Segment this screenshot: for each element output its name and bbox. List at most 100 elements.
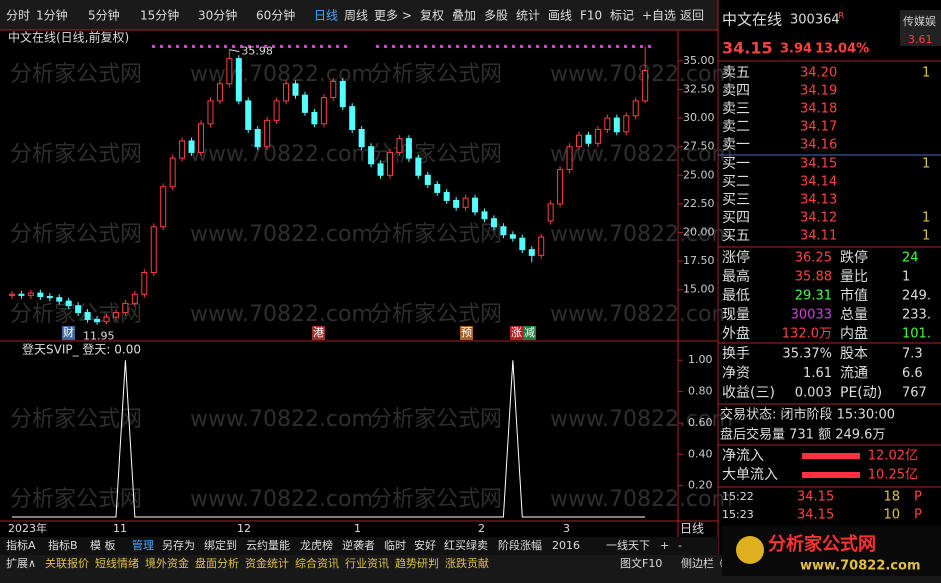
tab[interactable]: 龙虎榜	[300, 538, 333, 552]
tab[interactable]: 短线情绪	[95, 556, 139, 570]
candle-body	[75, 305, 82, 314]
stat-label: 收益(三)	[722, 385, 775, 401]
event-tag[interactable]: 涨	[511, 326, 522, 339]
y-tick-label: 20.00	[683, 225, 715, 238]
watermark-url: www.70822.com	[550, 487, 733, 512]
tab[interactable]: 管理	[132, 538, 154, 552]
signal-dot	[488, 45, 491, 48]
toolbar-button[interactable]: +自选	[642, 9, 676, 23]
tab[interactable]: 指标B	[48, 538, 78, 552]
candle-body	[46, 296, 53, 299]
tab[interactable]: 临时	[384, 538, 406, 552]
toolbar-button[interactable]: 1分钟	[36, 8, 68, 23]
event-tag[interactable]: 港	[313, 326, 324, 339]
candle-body	[273, 100, 280, 121]
toolbar-button[interactable]: 5分钟	[88, 8, 120, 23]
toolbar-button[interactable]: 返回	[680, 9, 704, 23]
tab[interactable]: 一线天下	[606, 538, 650, 552]
toolbar-button[interactable]: 更多 >	[374, 9, 412, 23]
tab[interactable]: 安好	[414, 538, 436, 552]
flow-value: 12.02亿	[868, 449, 918, 464]
tab[interactable]: 综合资讯	[295, 556, 339, 570]
toolbar-button[interactable]: 多股	[484, 9, 508, 23]
price: 34.15	[722, 39, 773, 58]
signal-dot	[592, 45, 595, 48]
signal-dot	[192, 45, 195, 48]
watermark: 分析家公式网	[10, 407, 142, 432]
candle-body	[528, 249, 535, 256]
toolbar-button[interactable]: 日线	[314, 9, 338, 23]
candle-body	[424, 174, 431, 185]
tab[interactable]: 逆袭者	[342, 538, 375, 552]
stat-label: 内盘	[840, 325, 868, 342]
trade-flag: P	[914, 490, 922, 505]
signal-dot	[344, 45, 347, 48]
candle-body	[434, 183, 441, 193]
ob-label: 卖二	[722, 119, 750, 135]
candle-body	[235, 58, 242, 102]
tab[interactable]: 图文F10	[620, 556, 662, 570]
toolbar-button[interactable]: 分时	[6, 9, 30, 23]
ob-volume: 1	[922, 157, 930, 172]
stat-value: 0.003	[795, 386, 832, 401]
tab[interactable]: 关联报价	[45, 556, 89, 570]
signal-dot	[400, 45, 403, 48]
y-tick-label: 32.50	[683, 82, 715, 95]
ob-price: 34.11	[800, 229, 837, 244]
toolbar-button[interactable]: 画线	[548, 9, 572, 23]
candle-body	[509, 234, 516, 239]
tab[interactable]: 2016	[552, 539, 580, 552]
tab[interactable]: 境外资金	[145, 556, 189, 570]
tab[interactable]: 涨跌贡献	[445, 556, 489, 570]
event-tag[interactable]: 财	[63, 325, 74, 339]
toolbar-button[interactable]: 复权	[420, 9, 444, 23]
candle-body	[557, 169, 564, 205]
toolbar-button[interactable]: 叠加	[452, 9, 476, 23]
toolbar-button[interactable]: 15分钟	[140, 8, 179, 23]
candle-body	[490, 218, 497, 228]
toolbar-button[interactable]: 60分钟	[256, 8, 295, 23]
stat-value: 35.88	[795, 270, 832, 285]
toolbar-button[interactable]: 标记	[610, 9, 634, 23]
tab[interactable]: 红买绿卖	[444, 538, 488, 552]
y-tick-label: 1.00	[688, 353, 713, 366]
tab[interactable]: 资金统计	[245, 556, 289, 570]
toolbar-button[interactable]: 统计	[516, 9, 540, 23]
ob-price: 34.15	[800, 157, 837, 172]
candle-body	[604, 117, 611, 131]
candle-body	[301, 94, 308, 113]
watermark-url: www.70822.com	[550, 62, 733, 87]
signal-dot	[176, 45, 179, 48]
signal-dot	[160, 45, 163, 48]
toolbar-button[interactable]: 30分钟	[198, 8, 237, 23]
tab[interactable]: -	[678, 539, 682, 552]
signal-dot	[552, 45, 555, 48]
x-tick-label: 11	[113, 522, 127, 535]
stat-label: 最高	[722, 268, 750, 285]
tab[interactable]: 趋势研判	[395, 557, 439, 570]
tab[interactable]: 侧边栏《	[681, 556, 725, 570]
signal-dot	[416, 45, 419, 48]
toolbar-button[interactable]: 周线	[344, 9, 368, 23]
toolbar-button[interactable]: F10	[580, 9, 602, 23]
tab[interactable]: 另存为	[162, 538, 195, 552]
watermark-url: www.70822.com	[550, 302, 733, 327]
tab[interactable]: 扩展∧	[6, 556, 36, 570]
tab[interactable]: 模 板	[90, 538, 116, 552]
logo-icon	[736, 536, 764, 564]
stat-value: 29.31	[795, 289, 832, 304]
event-tag[interactable]: 减	[524, 326, 535, 339]
candle-body	[9, 293, 15, 296]
tab[interactable]: 行业资讯	[345, 557, 389, 570]
tab[interactable]: 绑定到	[204, 538, 237, 552]
tab[interactable]: 阶段涨幅	[498, 538, 542, 552]
tab[interactable]: +	[660, 539, 669, 552]
signal-dot	[296, 45, 299, 48]
tab[interactable]: 指标A	[6, 538, 36, 552]
y-tick-label: 27.50	[683, 140, 715, 153]
tab[interactable]: 盘面分析	[195, 556, 239, 570]
candle-body	[56, 297, 63, 302]
tab[interactable]: 云约量能	[246, 538, 290, 552]
event-tag[interactable]: 预	[461, 326, 472, 339]
